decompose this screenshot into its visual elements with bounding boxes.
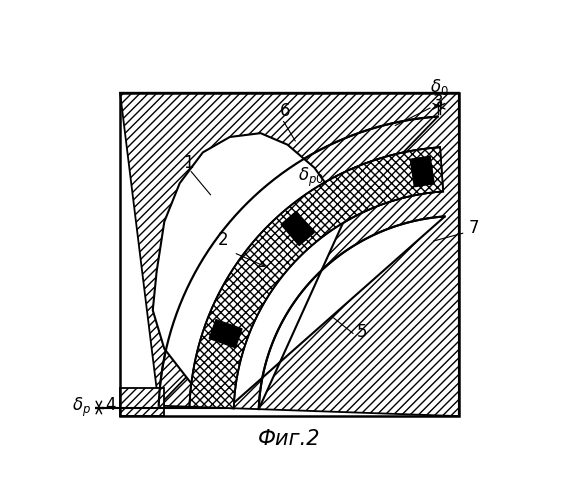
Text: $\delta_0$: $\delta_0$ — [430, 76, 448, 96]
Polygon shape — [190, 148, 443, 408]
Polygon shape — [209, 320, 242, 347]
Text: $\delta_{p0}$: $\delta_{p0}$ — [298, 166, 324, 188]
Polygon shape — [120, 92, 459, 416]
Polygon shape — [281, 212, 314, 246]
Text: 1: 1 — [183, 154, 194, 172]
Polygon shape — [120, 388, 164, 416]
Text: Фиг.2: Фиг.2 — [258, 429, 321, 449]
Text: $\delta_p$: $\delta_p$ — [72, 396, 91, 419]
Text: 4: 4 — [105, 396, 116, 414]
Polygon shape — [190, 148, 443, 408]
Text: 7: 7 — [468, 219, 479, 238]
Text: 2: 2 — [218, 231, 229, 249]
Polygon shape — [410, 156, 434, 186]
Text: 6: 6 — [280, 102, 290, 120]
Text: 3: 3 — [433, 94, 443, 112]
Text: 5: 5 — [357, 323, 367, 341]
Polygon shape — [153, 133, 445, 409]
